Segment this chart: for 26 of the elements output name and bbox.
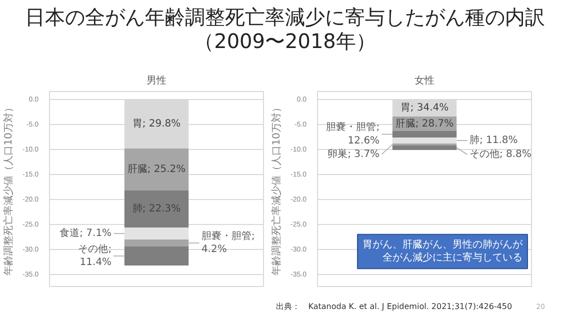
annotation: その他; 8.8% xyxy=(469,148,532,160)
bar xyxy=(124,228,189,240)
bar xyxy=(124,190,189,228)
bar xyxy=(392,131,457,138)
chart-subtitle: 男性 xyxy=(146,74,166,86)
source-note: 出典： Katanoda K. et al. J Epidemiol. 2021;31(7):426-450 xyxy=(276,302,512,311)
annotation: 肺; 22.3% xyxy=(132,202,181,214)
y-axis-title: 年齢調整死亡率減少値（人口10万対） xyxy=(270,102,283,276)
bar xyxy=(124,246,189,266)
annotation: 肺; 11.8% xyxy=(469,134,518,146)
bar xyxy=(392,138,457,144)
bar xyxy=(124,148,189,190)
chart-subtitle: 女性 xyxy=(414,74,434,86)
annotation: 卵巣; 3.7% xyxy=(328,148,380,160)
y-axis-title: 年齢調整死亡率減少値（人口10万対） xyxy=(2,102,15,276)
annotation: 胃; 29.8% xyxy=(132,118,181,130)
annotation: 食道; 7.1% xyxy=(60,227,112,239)
annotation: 肝臓; 28.7% xyxy=(395,117,454,130)
annotation: 胃; 34.4% xyxy=(400,102,449,114)
chart-title: 日本の全がん年齢調整死亡率減少に寄与したがん種の内訳（2009〜2018年） xyxy=(24,5,546,53)
annotation: 胆嚢・胆管; 4.2% xyxy=(201,230,255,256)
bar xyxy=(392,146,457,150)
annotation: その他; 11.4% xyxy=(78,242,112,268)
annotation: 肝臓; 25.2% xyxy=(127,163,186,175)
annotation: 胆嚢・胆管; 12.6% xyxy=(326,121,380,146)
annotation: 胃がん、肝臓がん、男性の肺がんが全がん減少に主に寄与している xyxy=(362,238,524,264)
